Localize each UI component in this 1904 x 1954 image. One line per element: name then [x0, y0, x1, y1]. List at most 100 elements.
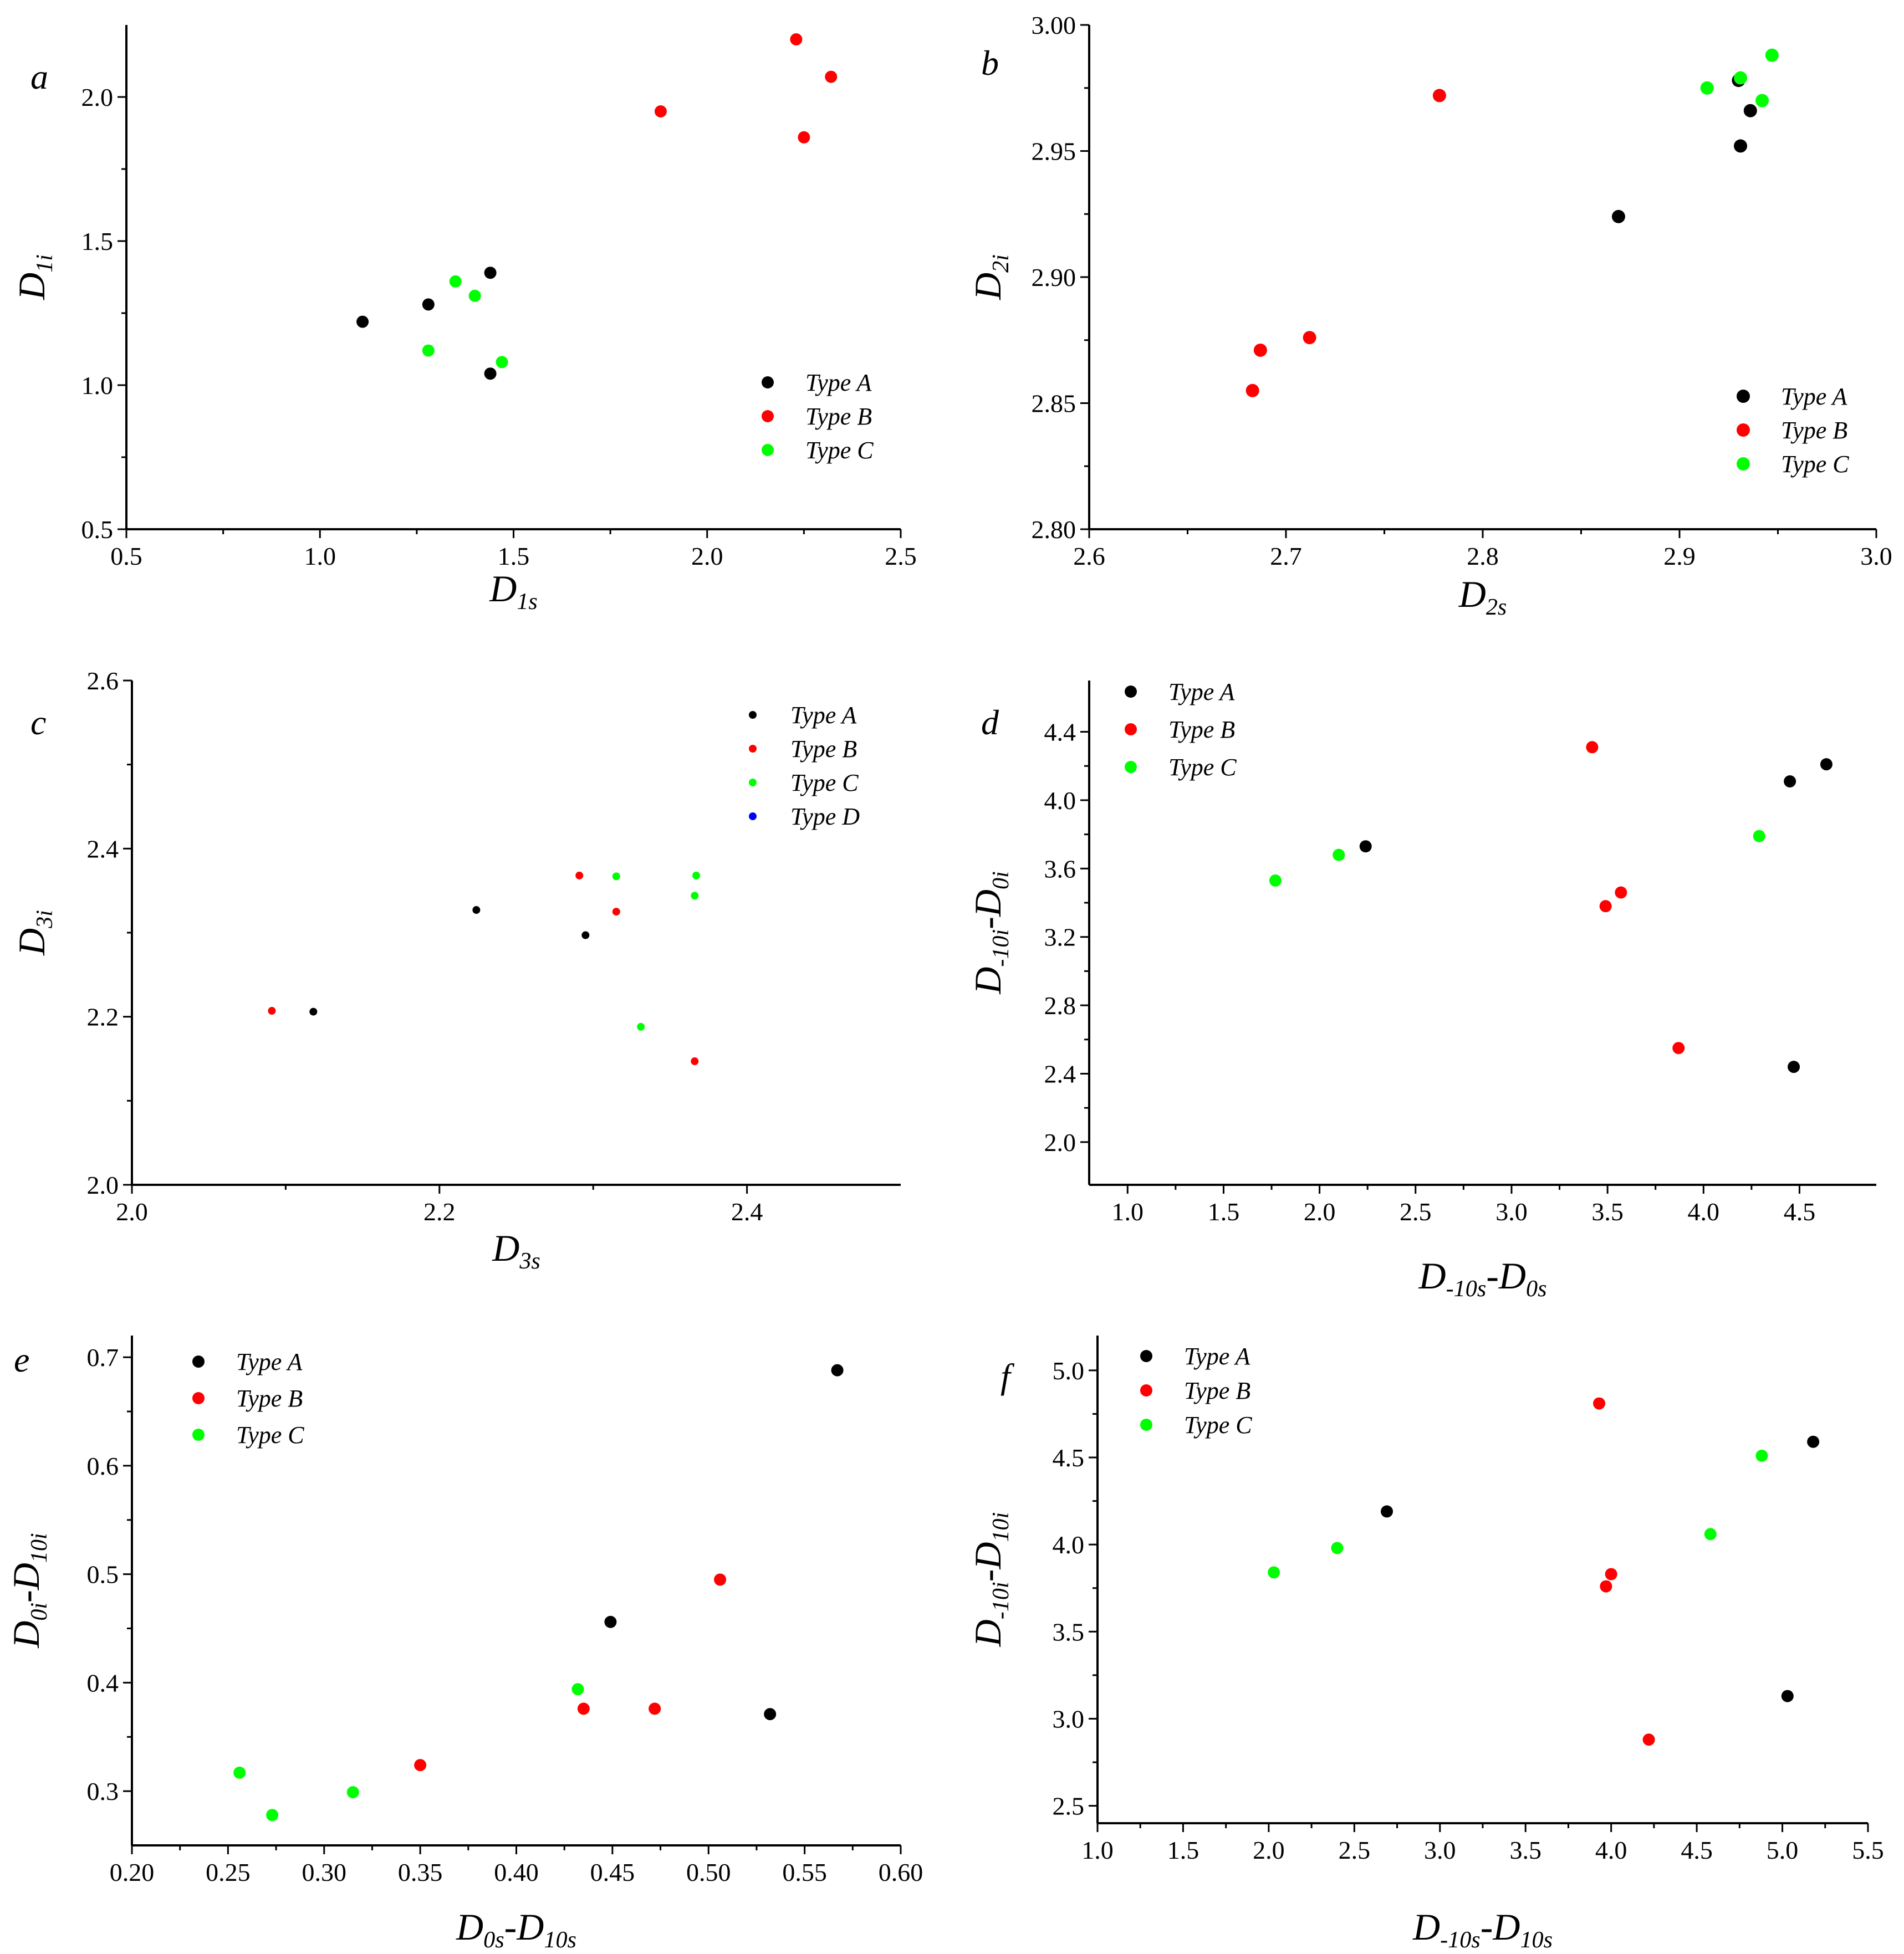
panel-letter-c: c — [30, 703, 46, 742]
y-tick-label: 2.6 — [87, 667, 119, 695]
data-point-type-b — [1599, 900, 1612, 913]
data-point-type-c — [1331, 1542, 1344, 1554]
data-point-type-c — [449, 275, 462, 288]
x-tick-label: 2.4 — [731, 1198, 763, 1226]
data-point-type-c — [691, 892, 699, 900]
y-tick-label: 2.80 — [1032, 515, 1076, 544]
x-tick-label: 0.50 — [686, 1858, 731, 1886]
data-point-type-a — [356, 315, 369, 328]
legend-label: Type B — [1168, 716, 1235, 743]
data-point-type-b — [414, 1759, 427, 1772]
data-point-type-a — [1784, 775, 1796, 787]
panel-e: e 0.20 0.25 0.30 0.35 0.40 0.45 0.50 0.55 0.60 0.3… — [5, 1336, 923, 1953]
data-point-type-c — [637, 1022, 645, 1031]
legend-marker — [1125, 723, 1137, 735]
y-tick-label: 3.00 — [1032, 11, 1076, 39]
data-point-type-c — [612, 872, 620, 881]
legend-marker — [749, 711, 757, 719]
legend-label: Type C — [1168, 754, 1237, 781]
y-tick-label: 0.5 — [81, 515, 114, 544]
legend-label: Type B — [1781, 417, 1847, 444]
x-tick-label: 4.0 — [1688, 1198, 1720, 1226]
data-point-type-a — [764, 1708, 777, 1721]
x-tick-label: 0.45 — [590, 1858, 635, 1886]
x-tick-label: 2.5 — [1339, 1836, 1371, 1864]
legend-label: Type A — [790, 702, 857, 729]
y-tick-label: 2.2 — [87, 1003, 119, 1031]
x-tick-label: 2.6 — [1073, 542, 1105, 570]
x-tick-label: 0.35 — [398, 1858, 443, 1886]
x-tick-label: 1.0 — [304, 542, 336, 570]
x-tick-label: 3.0 — [1424, 1836, 1456, 1864]
y-tick-label: 2.5 — [1053, 1792, 1085, 1820]
legend-label: Type A — [805, 369, 872, 396]
panel-letter-a: a — [30, 57, 48, 96]
x-tick-label: 1.0 — [1081, 1836, 1114, 1864]
y-tick-label: 0.4 — [87, 1669, 119, 1697]
data-point-type-a — [484, 267, 497, 279]
legend-marker — [1737, 457, 1750, 470]
y-tick-label: 0.6 — [87, 1452, 119, 1480]
data-point-type-c — [1753, 830, 1765, 842]
data-point-type-b — [1672, 1042, 1685, 1055]
x-tick-label: 2.0 — [1304, 1198, 1336, 1226]
legend-label: Type C — [236, 1421, 304, 1449]
y-tick-label: 2.95 — [1032, 137, 1076, 166]
data-point-type-b — [1593, 1397, 1606, 1410]
data-point-type-b — [1432, 89, 1446, 103]
x-tick-label: 5.5 — [1852, 1836, 1884, 1864]
data-point-type-a — [581, 931, 590, 939]
data-point-type-b — [612, 908, 620, 916]
data-point-type-a — [484, 367, 497, 380]
y-axis-label: D0i-D10i — [5, 1533, 52, 1649]
x-tick-label: 1.5 — [1167, 1836, 1199, 1864]
legend-label: Type A — [1184, 1343, 1250, 1370]
y-axis-label: D-10i-D10i — [967, 1512, 1014, 1648]
data-point-type-a — [472, 906, 481, 914]
legend-label: Type C — [805, 437, 874, 464]
legend-marker — [1737, 423, 1750, 437]
x-tick-label: 0.60 — [879, 1858, 923, 1886]
x-axis-label: D0s-D10s — [456, 1906, 576, 1953]
y-axis-label: D1i — [11, 254, 58, 300]
y-tick-label: 0.3 — [87, 1777, 119, 1805]
x-tick-label: 2.0 — [1253, 1836, 1285, 1864]
legend-marker — [749, 745, 757, 753]
x-tick-label: 2.2 — [423, 1198, 456, 1226]
data-point-type-c — [422, 344, 435, 357]
y-tick-label: 3.2 — [1044, 923, 1076, 952]
legend-label: Type B — [790, 735, 857, 763]
x-tick-label: 2.0 — [691, 542, 723, 570]
legend-label: Type A — [236, 1348, 303, 1375]
x-axis-label: D1s — [489, 567, 538, 615]
data-point-type-b — [1253, 343, 1267, 357]
y-tick-label: 4.4 — [1044, 718, 1076, 746]
data-point-type-c — [468, 289, 481, 302]
data-point-type-b — [1615, 886, 1627, 899]
x-tick-label: 4.5 — [1784, 1198, 1816, 1226]
legend-marker — [749, 812, 757, 820]
legend-label: Type A — [1168, 678, 1235, 705]
data-point-type-c — [1734, 71, 1748, 85]
panel-letter-b: b — [981, 43, 999, 83]
x-tick-label: 0.30 — [302, 1858, 347, 1886]
data-point-type-b — [654, 105, 667, 117]
x-tick-label: 2.7 — [1270, 542, 1302, 570]
legend-marker — [192, 1355, 205, 1368]
data-point-type-a — [1381, 1505, 1393, 1518]
data-point-type-b — [1245, 383, 1259, 397]
data-point-type-c — [571, 1683, 584, 1696]
legend-marker — [192, 1392, 205, 1404]
panel-f: f 1.0 1.5 2.0 2.5 3.0 3.5 4.0 4.5 5.0 5.5 2.5 3.0 3.5… — [967, 1336, 1884, 1953]
data-point-type-a — [1611, 209, 1625, 223]
y-tick-label: 0.7 — [87, 1343, 119, 1372]
x-axis-label: D-10s-D0s — [1418, 1255, 1547, 1302]
data-point-type-c — [233, 1766, 246, 1779]
legend-label: Type C — [790, 769, 859, 796]
y-tick-label: 1.5 — [81, 227, 114, 255]
data-point-type-a — [1781, 1690, 1794, 1702]
data-point-type-c — [1269, 874, 1282, 887]
legend-marker — [1737, 390, 1750, 403]
x-tick-label: 3.0 — [1495, 1198, 1528, 1226]
